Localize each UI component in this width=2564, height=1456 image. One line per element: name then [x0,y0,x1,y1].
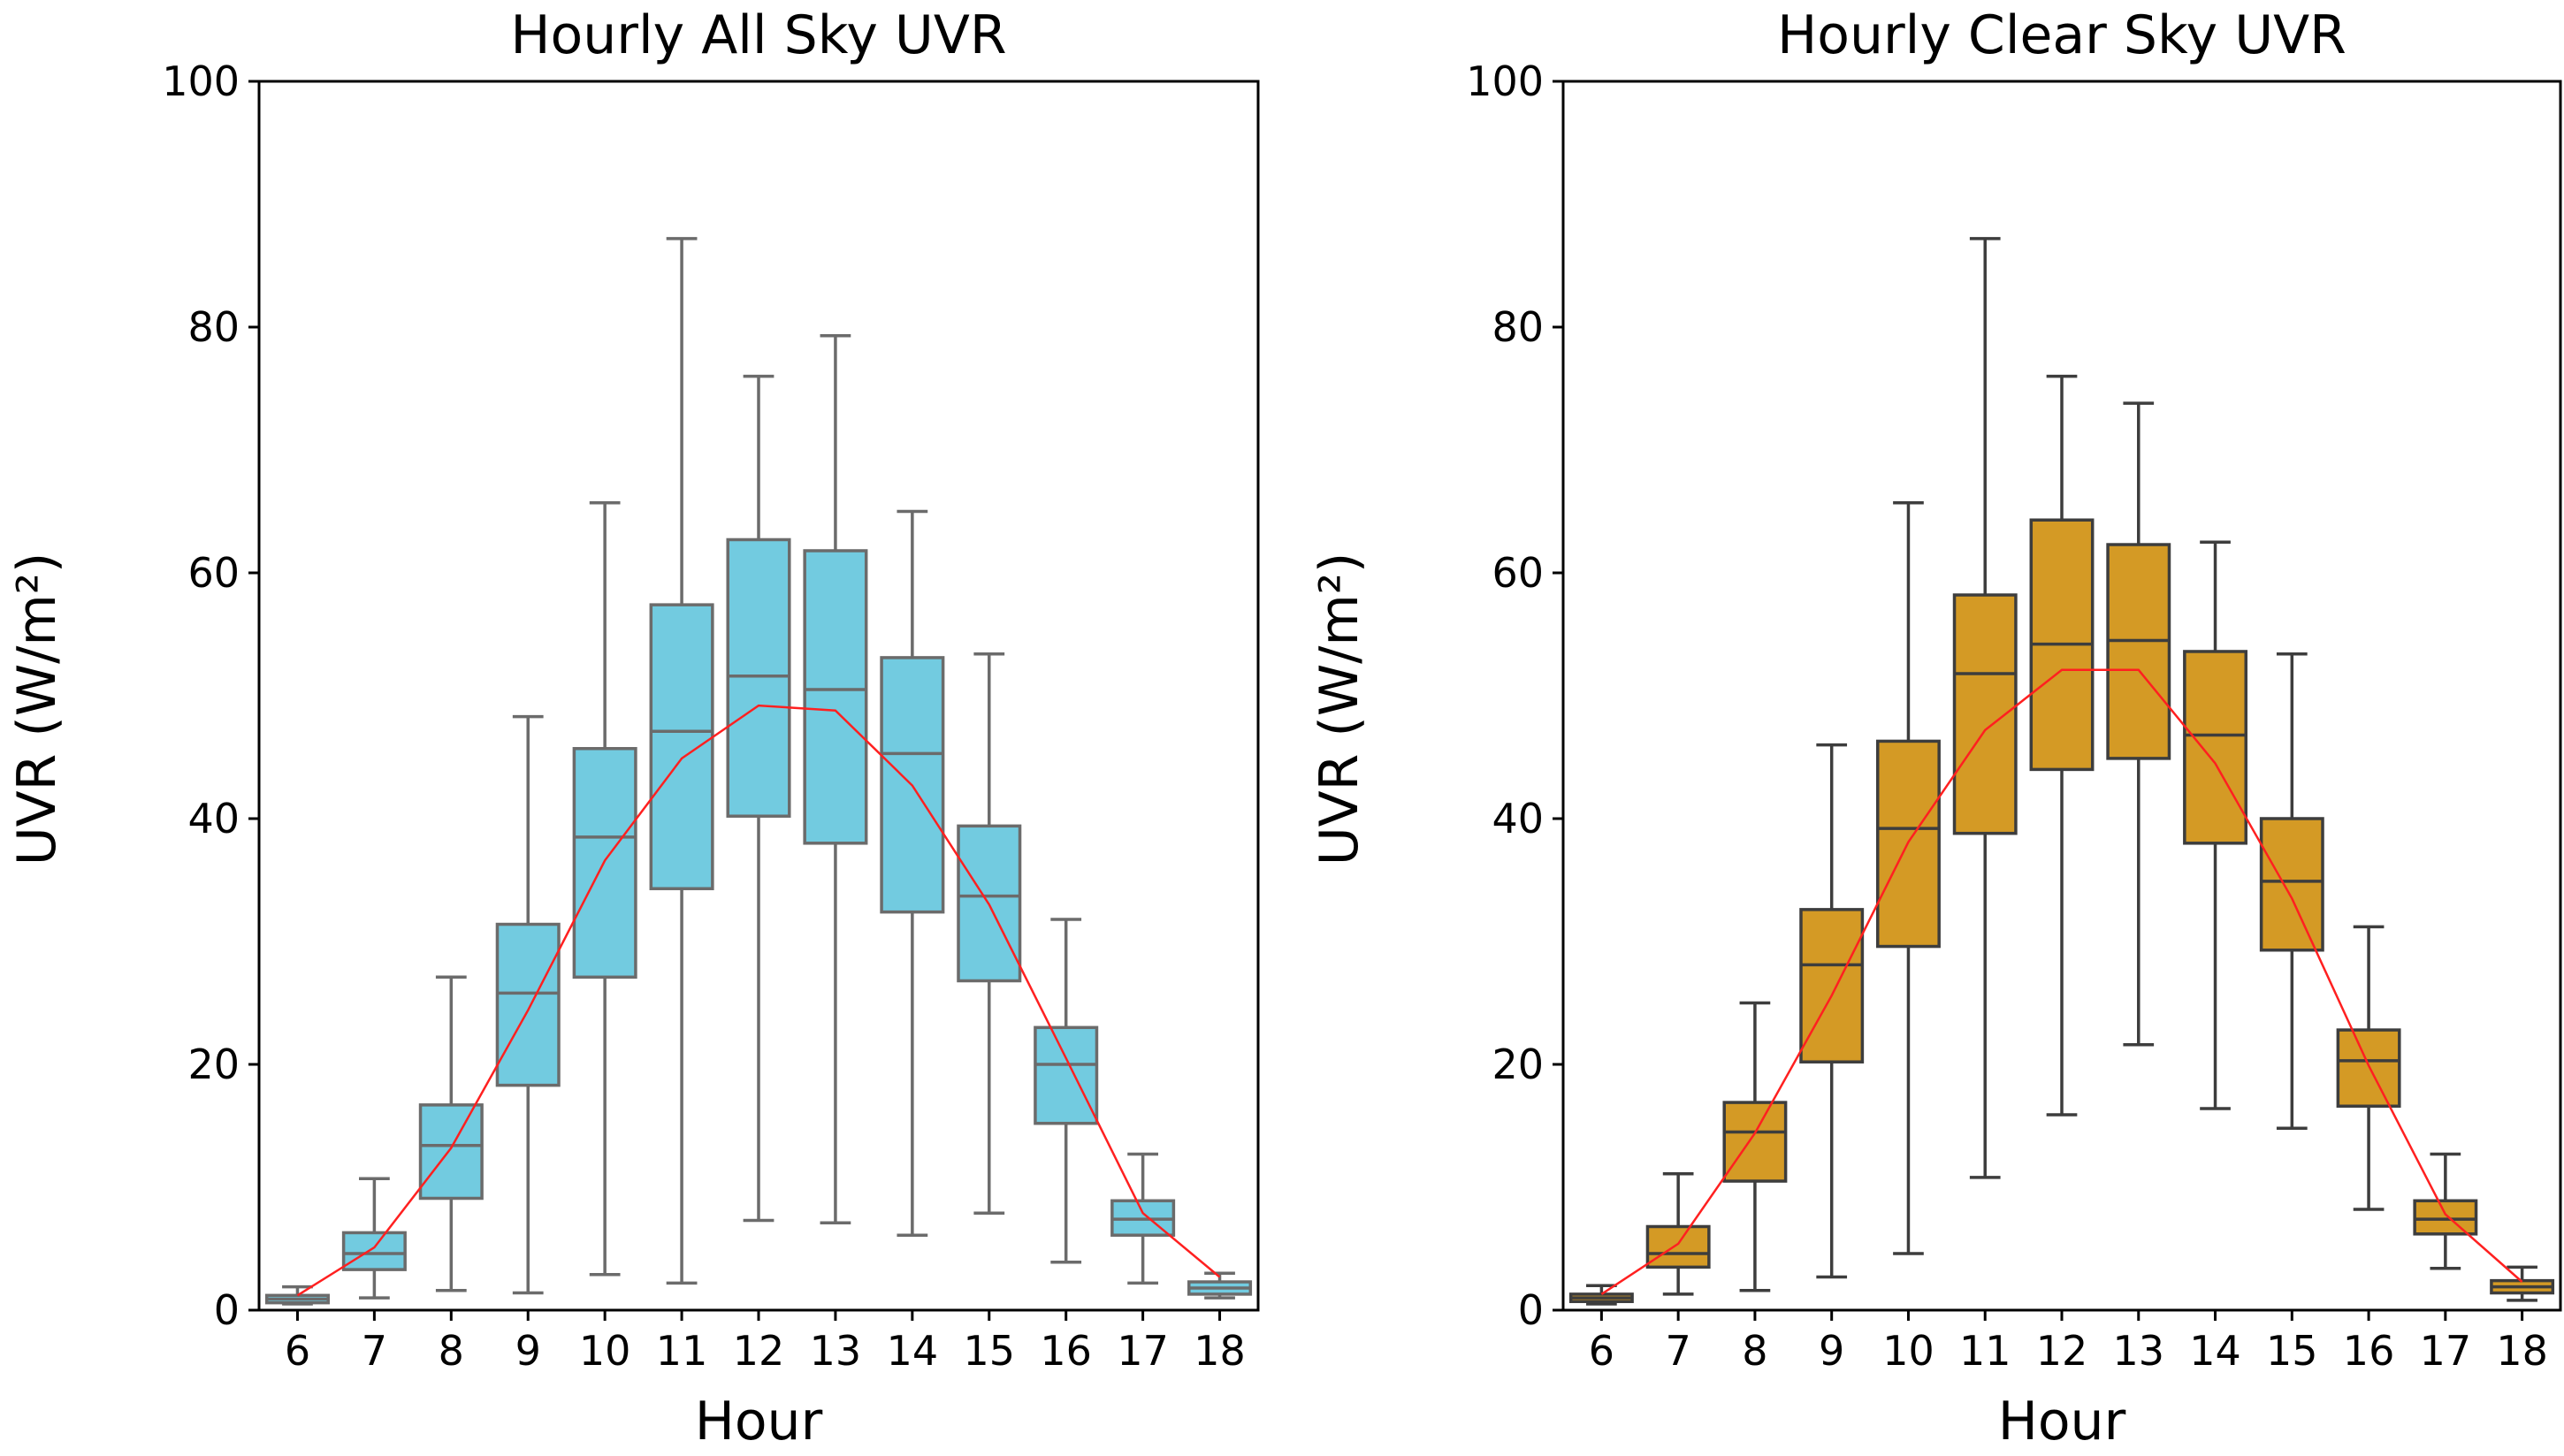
box-iqr [2106,543,2171,760]
box-hour-12 [2029,374,2095,1117]
y-tick-label: 0 [1518,1286,1544,1334]
x-tick-label: 11 [1959,1327,2011,1375]
box-hour-15 [2259,652,2324,1131]
x-tick-label: 9 [1819,1327,1844,1375]
y-tick-label: 40 [1492,795,1544,842]
box-iqr [1645,1224,1711,1269]
box-iqr [803,549,868,845]
box-hour-8 [1722,1001,1788,1292]
panel-all-sky: Hourly All Sky UVR Hour UVR (W/m²) 0 20 40… [6,4,1260,1452]
box-hour-13 [2106,401,2171,1047]
mean-line [1600,668,2523,1295]
x-tick-label: 13 [2112,1327,2164,1375]
x-tick-label: 12 [2036,1327,2088,1375]
box-iqr [2183,650,2247,845]
x-tick-label: 10 [579,1327,631,1375]
x-axis-label: Hour [1998,1391,2126,1452]
y-tick-label: 60 [187,549,240,597]
box-iqr [957,824,1022,983]
x-tick-label: 9 [515,1327,541,1375]
y-tick-label: 100 [162,57,240,105]
y-tick-label: 100 [1466,57,1544,105]
box-hour-7 [341,1177,407,1300]
axes-frame [1561,80,2562,1312]
y-tick-label: 20 [1492,1041,1544,1088]
box-hour-12 [726,374,791,1223]
box-hour-18 [1187,1271,1253,1300]
box-hour-13 [803,333,868,1225]
mean-line [296,704,1221,1297]
y-axis-label: UVR (W/m²) [6,553,68,866]
x-tick-label: 15 [2266,1327,2318,1375]
x-tick-label: 15 [963,1327,1015,1375]
box-hour-17 [2413,1152,2478,1270]
x-tick-label: 18 [1194,1327,1246,1375]
x-tick-label: 8 [1742,1327,1767,1375]
box-iqr [1799,908,1865,1063]
box-hour-15 [957,652,1022,1215]
chart-title: Hourly Clear Sky UVR [1777,4,2347,66]
y-tick-label: 60 [1492,549,1544,597]
box-hour-6 [1568,1284,1634,1306]
x-tick-label: 17 [1117,1327,1169,1375]
box-hour-14 [2183,540,2247,1110]
box-iqr [2259,817,2324,952]
x-tick-label: 16 [2343,1327,2395,1375]
box-hour-8 [418,975,484,1292]
y-axis-label: UVR (W/m²) [1309,553,1370,866]
x-tick-label: 16 [1040,1327,1092,1375]
x-tick-label: 13 [810,1327,862,1375]
box-hour-6 [264,1284,330,1306]
x-tick-label: 8 [439,1327,464,1375]
plot-area: 0 20 40 60 80 100 6 7 8 9 10 11 12 13 14 15 16 17 18 [162,57,1253,1375]
box-iqr [2336,1028,2401,1109]
x-tick-label: 12 [733,1327,785,1375]
box-hour-16 [2336,925,2401,1211]
y-tick-label: 0 [214,1286,240,1334]
box-iqr [1722,1101,1788,1183]
x-tick-label: 6 [1589,1327,1614,1375]
x-axis-label: Hour [695,1391,823,1452]
x-tick-label: 7 [1666,1327,1691,1375]
x-tick-label: 18 [2496,1327,2548,1375]
x-tick-label: 14 [887,1327,939,1375]
plot-area: 0 20 40 60 80 100 6 7 8 9 10 11 12 13 14 15 16 17 18 [1466,57,2555,1375]
box-iqr [341,1231,407,1271]
x-tick-label: 11 [656,1327,708,1375]
box-iqr [495,922,561,1087]
axes-frame [257,80,1260,1312]
y-tick-label: 80 [1492,303,1544,351]
box-iqr [1034,1025,1099,1125]
box-iqr [649,603,714,890]
box-hour-16 [1034,918,1099,1264]
y-tick-label: 40 [187,795,240,842]
box-hour-9 [1799,743,1865,1279]
x-tick-label: 10 [1882,1327,1934,1375]
x-tick-label: 6 [285,1327,310,1375]
box-hour-11 [649,237,714,1285]
panel-clear-sky: Hourly Clear Sky UVR Hour UVR (W/m²) 0 20… [1309,4,2562,1452]
chart-title: Hourly All Sky UVR [510,4,1006,66]
x-tick-label: 17 [2420,1327,2472,1375]
x-tick-label: 7 [362,1327,387,1375]
box-hour-9 [495,714,561,1295]
y-tick-label: 80 [187,303,240,351]
x-tick-label: 14 [2189,1327,2241,1375]
box-iqr [2413,1199,2478,1236]
box-iqr [726,537,791,818]
y-tick-label: 20 [187,1041,240,1088]
box-iqr [418,1103,484,1201]
box-hour-7 [1645,1171,1711,1296]
